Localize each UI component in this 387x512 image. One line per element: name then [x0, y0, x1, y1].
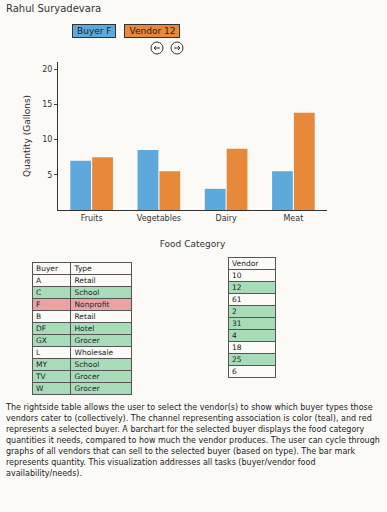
svg-text:Vegetables: Vegetables [137, 214, 181, 223]
html-text:Vendor 12: Vendor 12 [129, 26, 176, 36]
html-text:Wholesale: Wholesale [74, 348, 114, 357]
html-text:Retail: Retail [74, 276, 96, 285]
html-text:School: School [74, 360, 100, 369]
html-text:Buyer: Buyer [36, 264, 58, 273]
html-text:Rahul Suryadevara: Rahul Suryadevara [6, 3, 102, 14]
html-text:GX: GX [36, 336, 47, 345]
html-text:6: 6 [232, 367, 237, 376]
html-text:2: 2 [232, 307, 237, 316]
html-text:TV: TV [36, 372, 46, 381]
html-text:Nonprofit: Nonprofit [74, 300, 110, 309]
html-text:A: A [36, 276, 42, 285]
html-text:Retail: Retail [74, 312, 96, 321]
html-text:F: F [36, 300, 41, 309]
html-text:W: W [36, 384, 44, 393]
html-text:18: 18 [232, 343, 242, 352]
html-text:MY: MY [36, 360, 48, 369]
html-text:B: B [36, 312, 42, 321]
svg-text:10: 10 [42, 135, 52, 144]
html-text:School: School [74, 288, 100, 297]
svg-text:15: 15 [42, 100, 52, 109]
svg-text:Quantity (Gallons): Quantity (Gallons) [22, 95, 32, 177]
html-text:Vendor: Vendor [232, 259, 259, 268]
svg-text:5: 5 [47, 171, 52, 180]
html-text:25: 25 [232, 355, 242, 364]
html-text:10: 10 [232, 271, 242, 280]
html-text:The rightside table allows the: The rightside table allows the user to s… [6, 403, 380, 478]
html-text:12: 12 [232, 283, 242, 292]
svg-text:Meat: Meat [283, 214, 303, 223]
html-text:Type: Type [74, 264, 92, 273]
html-text:L: L [36, 348, 41, 357]
html-text:4: 4 [232, 331, 237, 340]
svg-text:Fruits: Fruits [81, 214, 103, 223]
html-text:31: 31 [232, 319, 242, 328]
html-text:DF: DF [36, 324, 47, 333]
html-text:Grocer: Grocer [74, 336, 100, 345]
html-text:61: 61 [232, 295, 242, 304]
svg-text:20: 20 [42, 65, 52, 74]
html-text:Hotel: Hotel [74, 324, 95, 333]
html-text:Grocer: Grocer [74, 384, 100, 393]
svg-text:Dairy: Dairy [215, 214, 237, 223]
svg-text:Food Category: Food Category [160, 239, 226, 249]
html-text:C: C [36, 288, 42, 297]
html-text:Grocer: Grocer [74, 372, 100, 381]
html-text:Buyer F: Buyer F [77, 26, 112, 36]
